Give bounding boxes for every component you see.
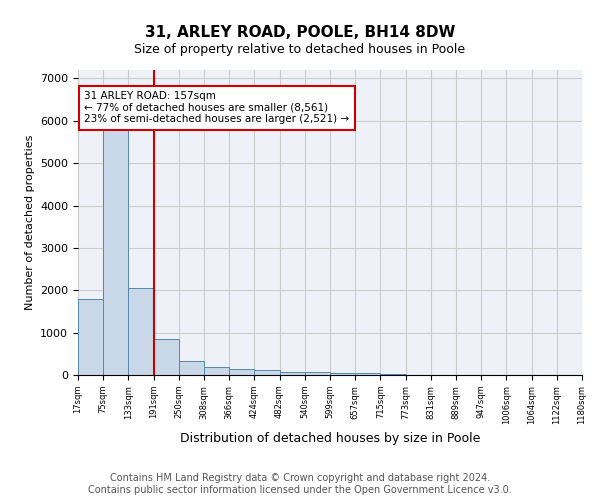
Bar: [380, 374, 406, 375]
Bar: [254, 370, 280, 375]
Text: Contains HM Land Registry data © Crown copyright and database right 2024.
Contai: Contains HM Land Registry data © Crown c…: [88, 474, 512, 495]
Y-axis label: Number of detached properties: Number of detached properties: [25, 135, 35, 310]
Bar: [355, 374, 380, 375]
Text: Size of property relative to detached houses in Poole: Size of property relative to detached ho…: [134, 44, 466, 57]
Bar: [179, 360, 204, 375]
Bar: [128, 288, 154, 375]
Bar: [103, 130, 128, 375]
Bar: [330, 373, 355, 375]
Bar: [204, 366, 229, 375]
Bar: [78, 298, 103, 375]
Bar: [154, 339, 179, 375]
Text: 31 ARLEY ROAD: 157sqm
← 77% of detached houses are smaller (8,561)
23% of semi-d: 31 ARLEY ROAD: 157sqm ← 77% of detached …: [84, 91, 349, 124]
Bar: [305, 372, 330, 375]
Bar: [229, 370, 254, 375]
Text: 31, ARLEY ROAD, POOLE, BH14 8DW: 31, ARLEY ROAD, POOLE, BH14 8DW: [145, 25, 455, 40]
Bar: [280, 372, 305, 375]
X-axis label: Distribution of detached houses by size in Poole: Distribution of detached houses by size …: [180, 432, 480, 445]
